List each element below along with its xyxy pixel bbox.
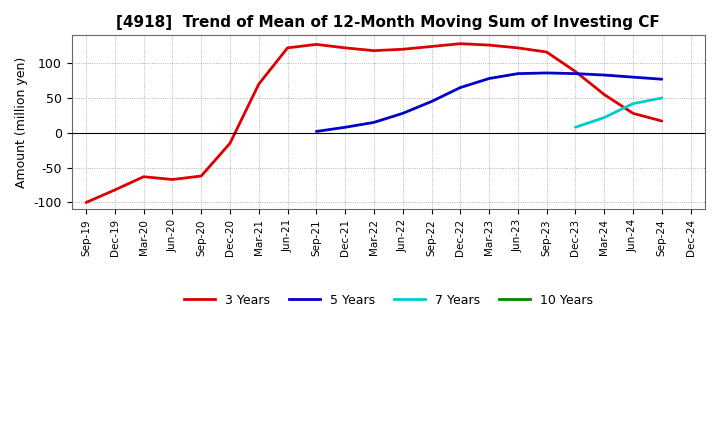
5 Years [629, 74, 637, 80]
7 Years [657, 95, 666, 101]
5 Years [369, 120, 378, 125]
3 Years [485, 42, 493, 48]
3 Years [225, 141, 234, 146]
Line: 3 Years: 3 Years [86, 44, 662, 202]
3 Years [629, 111, 637, 116]
7 Years [600, 115, 608, 120]
5 Years [513, 71, 522, 76]
3 Years [657, 118, 666, 124]
7 Years [629, 101, 637, 106]
3 Years [571, 69, 580, 74]
3 Years [110, 187, 119, 193]
5 Years [571, 71, 580, 76]
5 Years [312, 129, 320, 134]
3 Years [254, 81, 263, 87]
Line: 5 Years: 5 Years [316, 73, 662, 132]
3 Years [139, 174, 148, 180]
3 Years [513, 45, 522, 51]
3 Years [427, 44, 436, 49]
5 Years [456, 85, 464, 90]
3 Years [369, 48, 378, 53]
Title: [4918]  Trend of Mean of 12-Month Moving Sum of Investing CF: [4918] Trend of Mean of 12-Month Moving … [117, 15, 660, 30]
3 Years [456, 41, 464, 46]
3 Years [312, 42, 320, 47]
5 Years [485, 76, 493, 81]
5 Years [542, 70, 551, 76]
3 Years [283, 45, 292, 51]
Legend: 3 Years, 5 Years, 7 Years, 10 Years: 3 Years, 5 Years, 7 Years, 10 Years [179, 289, 598, 312]
Y-axis label: Amount (million yen): Amount (million yen) [15, 57, 28, 188]
3 Years [398, 47, 407, 52]
3 Years [197, 173, 205, 179]
7 Years [571, 125, 580, 130]
3 Years [542, 49, 551, 55]
5 Years [427, 99, 436, 104]
5 Years [657, 77, 666, 82]
Line: 7 Years: 7 Years [575, 98, 662, 127]
3 Years [82, 200, 91, 205]
3 Years [600, 92, 608, 97]
5 Years [600, 73, 608, 78]
5 Years [398, 111, 407, 116]
3 Years [168, 177, 176, 182]
3 Years [341, 45, 349, 51]
5 Years [341, 125, 349, 130]
